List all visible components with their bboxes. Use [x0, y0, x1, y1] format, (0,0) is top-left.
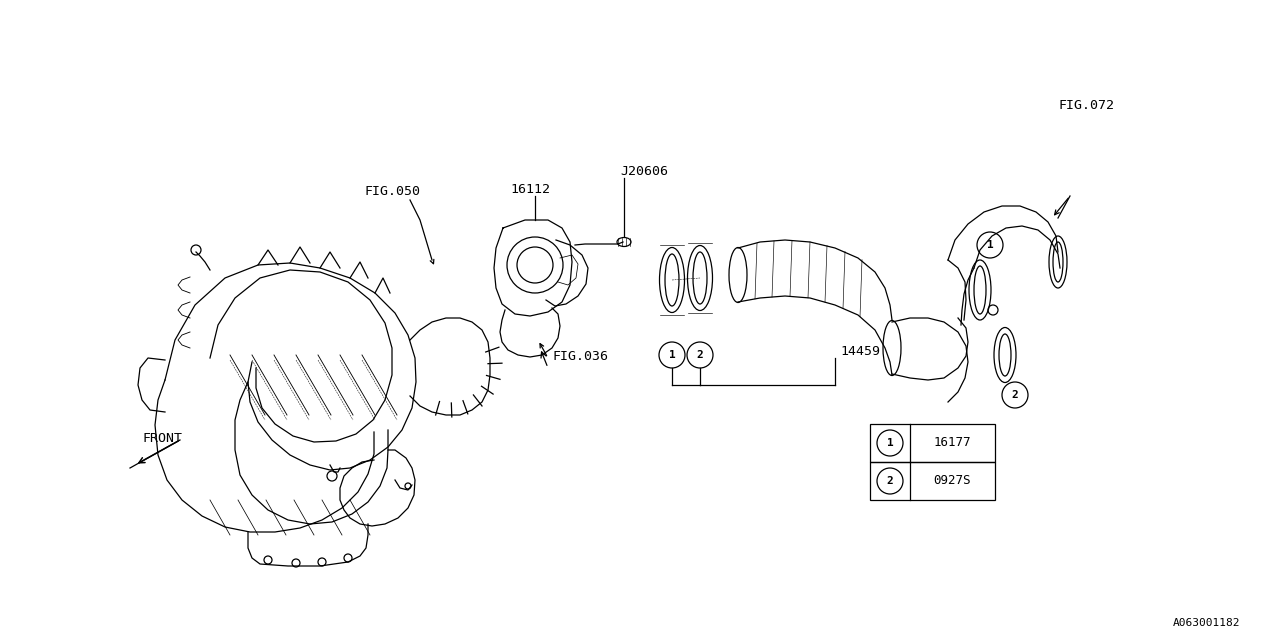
Bar	[870, 424, 995, 462]
Text: 2: 2	[887, 476, 893, 486]
Text: FIG.050: FIG.050	[365, 185, 421, 198]
Text: J20606: J20606	[620, 165, 668, 178]
Text: FRONT: FRONT	[142, 431, 182, 445]
Text: 14459: 14459	[840, 345, 881, 358]
Text: FIG.072: FIG.072	[1059, 99, 1114, 112]
Text: 0927S: 0927S	[933, 474, 972, 488]
Text: A063001182: A063001182	[1172, 618, 1240, 628]
Text: 2: 2	[696, 350, 704, 360]
Text: FIG.036: FIG.036	[553, 350, 609, 363]
Text: 1: 1	[668, 350, 676, 360]
Bar	[870, 462, 995, 500]
Text: 2: 2	[1011, 390, 1019, 400]
Text: 16112: 16112	[509, 183, 550, 196]
Text: 1: 1	[987, 240, 993, 250]
Text: 16177: 16177	[933, 436, 972, 449]
Text: 1: 1	[887, 438, 893, 448]
